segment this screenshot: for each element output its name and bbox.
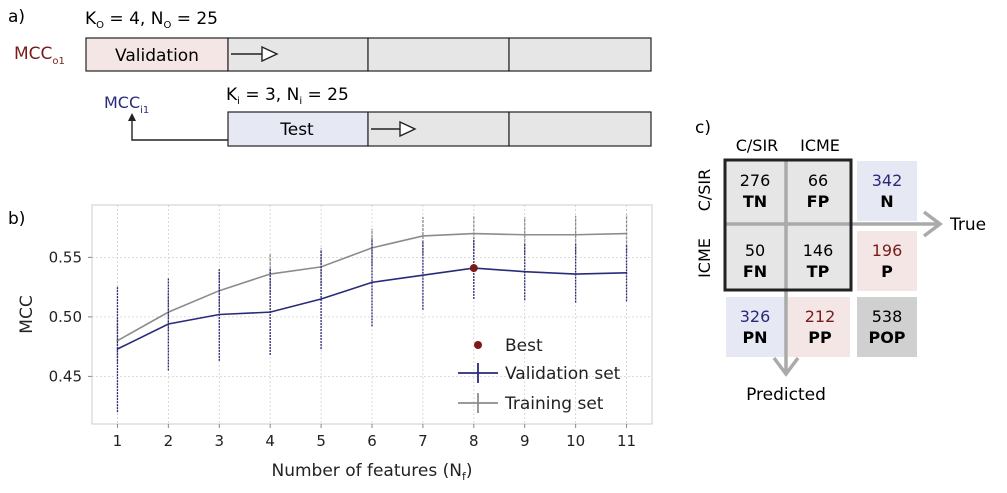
legend-best-label: Best	[505, 336, 543, 356]
x-tick-label: 6	[367, 432, 377, 450]
line-chart: 1 2 3 4 5 6 7 8 9 10 11 0.45 0.50 0.55 Number of featu…	[17, 204, 653, 483]
total-pp-value: 212	[805, 307, 836, 326]
y-axis-label: MCC	[17, 295, 37, 333]
total-pn-bg	[726, 297, 786, 357]
panel-b-label: b)	[8, 209, 25, 229]
validation-set-point	[422, 274, 424, 277]
mcc-outer-label: MCCo1	[14, 44, 65, 67]
panel-a: a) KO = 4, NO = 25 MCCo1 Validation Ki =…	[8, 7, 652, 147]
panel-a-label: a)	[8, 7, 25, 27]
test-fold	[227, 111, 369, 147]
panel-c: c) C/SIR ICME C/SIR ICME 276 TN 66 FP 50…	[695, 118, 986, 405]
training-set-point	[574, 233, 577, 236]
outer-params: KO = 4, NO = 25	[85, 9, 218, 31]
training-set-point	[116, 339, 119, 342]
cell-fn-tag: FN	[743, 262, 767, 281]
training-set-point	[473, 232, 475, 235]
training-set-point	[422, 235, 424, 237]
mcc-inner-arrow-icon	[128, 113, 228, 141]
panel-c-label: c)	[695, 118, 711, 138]
total-pp-bg	[788, 297, 850, 357]
training-set-point	[625, 232, 628, 235]
validation-set-point	[269, 311, 271, 313]
outer-fold-4	[508, 37, 652, 72]
x-tick-label: 11	[617, 432, 636, 450]
total-p-value: 196	[872, 241, 903, 260]
validation-set-point	[625, 272, 628, 274]
predicted-label: Predicted	[746, 385, 826, 405]
inner-shift-arrow-icon	[371, 120, 417, 138]
validation-set-point	[523, 270, 526, 273]
total-p-bg	[857, 231, 917, 291]
total-pn-tag: PN	[742, 328, 767, 347]
x-tick-label: 9	[520, 432, 530, 450]
x-tick-label: 10	[566, 432, 585, 450]
validation-label: Validation	[115, 46, 199, 66]
total-n-bg	[857, 161, 917, 221]
panel-b: b) 1 2 3 4 5 6 7 8 9 10 11 0.45 0.50 0.55 Number of fe…	[8, 204, 653, 483]
total-n-tag: N	[880, 192, 893, 211]
x-tick-label: 8	[469, 432, 479, 450]
total-p-tag: P	[881, 262, 893, 281]
validation-set-point	[371, 281, 373, 284]
validation-set-point	[574, 273, 577, 275]
true-label: True	[949, 215, 986, 235]
total-pop-tag: POP	[868, 328, 905, 347]
total-pp-tag: PP	[808, 328, 832, 347]
legend-label-0: Validation set	[505, 364, 621, 384]
validation-set-point	[218, 313, 221, 316]
cell-fn-value: 50	[745, 241, 765, 260]
y-tick-label: 0.45	[49, 367, 82, 385]
x-tick-label: 4	[265, 432, 275, 450]
col-header-csir: C/SIR	[736, 136, 779, 155]
total-pn-value: 326	[740, 307, 771, 326]
row-header-icme: ICME	[695, 238, 714, 278]
x-tick-label: 1	[113, 432, 123, 450]
cell-tn-value: 276	[740, 171, 771, 190]
x-tick-label: 2	[164, 432, 174, 450]
validation-set-point	[167, 323, 170, 325]
best-point	[469, 264, 478, 273]
validation-set-point	[320, 298, 322, 300]
legend-best-marker	[474, 341, 482, 349]
mcc-inner-label: MCCi1	[104, 93, 149, 116]
total-pop-value: 538	[872, 307, 903, 326]
outer-fold-3	[367, 37, 510, 72]
validation-fold	[85, 37, 229, 72]
predicted-arrow-icon	[772, 160, 800, 377]
outer-shift-arrow-icon	[231, 45, 279, 63]
training-set-point	[523, 233, 526, 236]
col-header-icme: ICME	[800, 136, 840, 155]
cell-tn-tag: TN	[743, 192, 767, 211]
row-header-csir: C/SIR	[695, 169, 714, 212]
inner-params: Ki = 3, Ni = 25	[226, 85, 349, 107]
test-label: Test	[279, 120, 314, 140]
cell-tp-tag: TP	[807, 262, 830, 281]
x-axis-label: Number of features (Nf)	[272, 461, 473, 483]
total-pop-bg	[857, 297, 917, 357]
legend-label-1: Training set	[504, 394, 604, 414]
x-tick-label: 3	[214, 432, 224, 450]
confusion-border	[723, 158, 853, 292]
validation-set-point	[116, 348, 119, 350]
x-tick-label: 5	[316, 432, 326, 450]
cell-tp-value: 146	[803, 241, 834, 260]
inner-fold-3	[508, 111, 652, 147]
x-tick-label: 7	[418, 432, 428, 450]
cell-fp-value: 66	[808, 171, 828, 190]
cell-fp-tag: FP	[807, 192, 830, 211]
total-n-value: 342	[872, 171, 903, 190]
y-tick-label: 0.50	[49, 308, 82, 326]
true-arrow-icon	[725, 210, 943, 238]
y-tick-label: 0.55	[49, 248, 82, 266]
